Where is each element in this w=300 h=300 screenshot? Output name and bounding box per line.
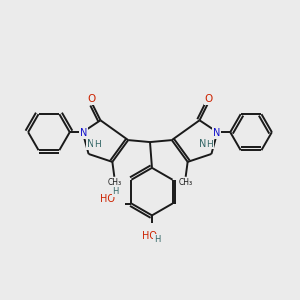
Text: H: H (112, 187, 119, 196)
Text: N: N (80, 128, 87, 138)
Text: N: N (87, 139, 94, 149)
Text: O: O (87, 94, 96, 104)
Text: N: N (199, 139, 206, 149)
Text: HO: HO (142, 231, 158, 241)
Text: N: N (213, 128, 220, 138)
Text: O: O (204, 94, 213, 104)
Text: CH₃: CH₃ (107, 178, 122, 187)
Text: H: H (154, 235, 160, 244)
Text: HO: HO (100, 194, 115, 203)
Text: H: H (94, 140, 101, 148)
Text: CH₃: CH₃ (178, 178, 193, 187)
Text: H: H (206, 140, 213, 148)
